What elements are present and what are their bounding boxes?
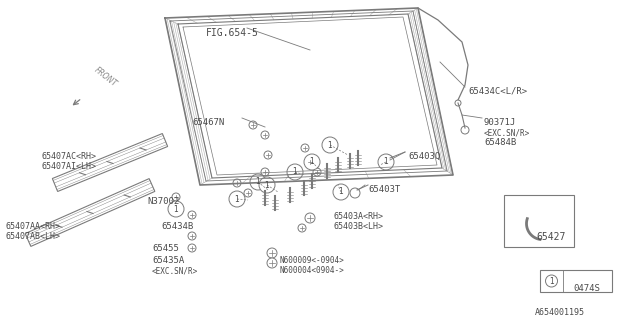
Text: <EXC.SN/R>: <EXC.SN/R> [484, 128, 531, 137]
Text: 65403B<LH>: 65403B<LH> [333, 222, 383, 231]
Circle shape [188, 232, 196, 240]
Circle shape [264, 151, 272, 159]
Circle shape [306, 158, 314, 166]
Text: 1: 1 [292, 167, 298, 177]
Polygon shape [25, 179, 155, 246]
Circle shape [188, 244, 196, 252]
Polygon shape [52, 133, 168, 191]
Text: 65484B: 65484B [484, 138, 516, 147]
Text: 65434C<L/R>: 65434C<L/R> [468, 87, 527, 96]
Bar [540, 270, 612, 292]
Circle shape [301, 144, 309, 152]
Text: N600009<-0904>: N600009<-0904> [280, 256, 345, 265]
Circle shape [378, 154, 394, 170]
Circle shape [267, 248, 277, 258]
Text: 65407AI<LH>: 65407AI<LH> [42, 162, 97, 171]
Circle shape [172, 193, 180, 201]
Text: 1: 1 [328, 140, 332, 149]
Circle shape [259, 177, 275, 193]
Text: FIG.654-5: FIG.654-5 [206, 28, 259, 38]
Text: 65427: 65427 [536, 232, 565, 242]
Text: A654001195: A654001195 [535, 308, 585, 317]
Circle shape [261, 168, 269, 176]
Circle shape [267, 258, 277, 268]
Circle shape [229, 191, 245, 207]
Circle shape [250, 174, 266, 190]
Text: 0474S: 0474S [573, 284, 600, 293]
Circle shape [261, 131, 269, 139]
Text: 65434B: 65434B [161, 222, 193, 231]
Circle shape [455, 100, 461, 106]
Circle shape [233, 179, 241, 187]
Circle shape [461, 126, 469, 134]
Text: 1: 1 [339, 188, 344, 196]
Text: 65407AA<RH>: 65407AA<RH> [6, 222, 61, 231]
Circle shape [333, 184, 349, 200]
Text: 65403T: 65403T [368, 185, 400, 194]
Text: N600004<0904->: N600004<0904-> [280, 266, 345, 275]
Text: 65403Q: 65403Q [408, 152, 440, 161]
Text: 1: 1 [255, 178, 260, 187]
Text: 90371J: 90371J [484, 118, 516, 127]
Circle shape [383, 155, 393, 165]
Text: 65403A<RH>: 65403A<RH> [333, 212, 383, 221]
Bar [504, 195, 574, 247]
Circle shape [313, 168, 321, 176]
Text: 65407AB<LH>: 65407AB<LH> [6, 232, 61, 241]
Text: 1: 1 [264, 180, 269, 189]
Circle shape [322, 137, 338, 153]
Text: 1: 1 [235, 195, 239, 204]
Text: 1: 1 [383, 157, 388, 166]
Text: FRONT: FRONT [93, 66, 119, 89]
Circle shape [188, 211, 196, 219]
Text: 1: 1 [310, 157, 314, 166]
Text: 1: 1 [173, 204, 179, 213]
Text: 65455: 65455 [152, 244, 179, 253]
Circle shape [168, 201, 184, 217]
Text: 65467N: 65467N [192, 118, 224, 127]
Text: 65407AC<RH>: 65407AC<RH> [42, 152, 97, 161]
Circle shape [249, 121, 257, 129]
Circle shape [304, 154, 320, 170]
Circle shape [298, 224, 306, 232]
Text: 1: 1 [549, 276, 554, 285]
Text: <EXC.SN/R>: <EXC.SN/R> [152, 266, 198, 275]
Circle shape [305, 213, 315, 223]
Circle shape [350, 188, 360, 198]
Text: 65435A: 65435A [152, 256, 184, 265]
Circle shape [287, 164, 303, 180]
Circle shape [545, 275, 557, 287]
Circle shape [244, 189, 252, 197]
Text: N37002: N37002 [147, 197, 179, 206]
